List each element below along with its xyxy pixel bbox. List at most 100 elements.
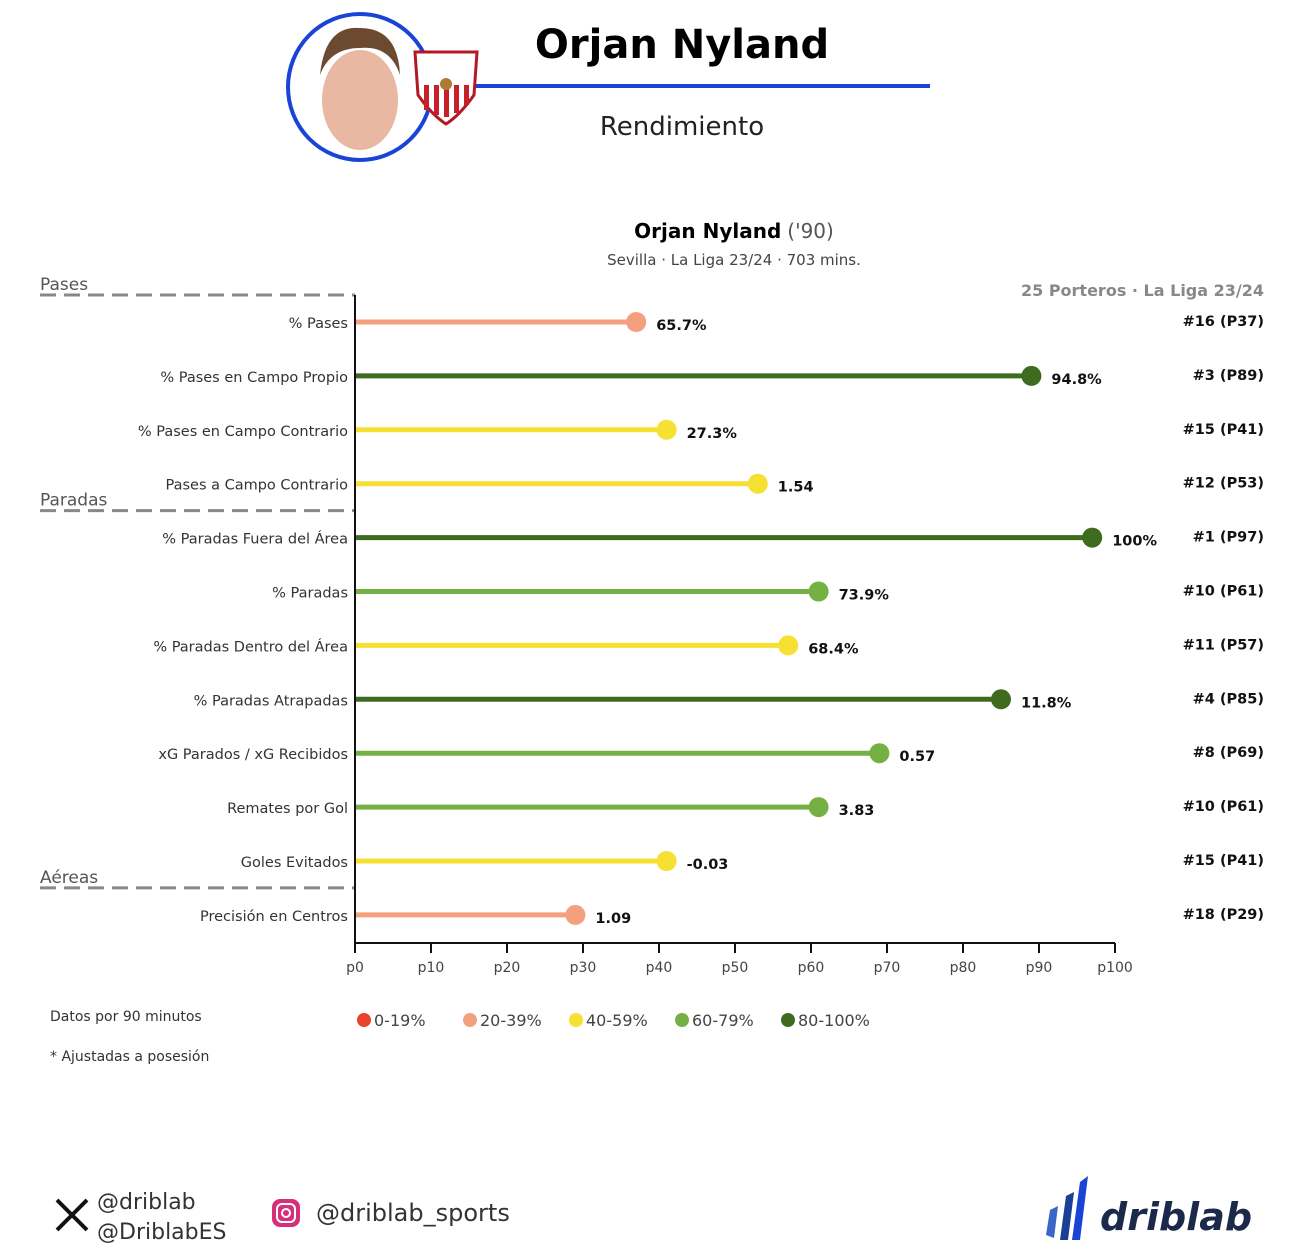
legend-item: 80-100% [781,1011,870,1030]
metric-dot [808,797,829,818]
group-label: Pases [40,275,88,295]
note-per90: Datos por 90 minutos [50,1009,202,1025]
x-axis: p0 p10 p20 p30 p40 p50 p60 p70 p80 p90 p100 [346,295,1133,976]
metric-value: -0.03 [687,857,729,873]
metric-row: % Paradas 73.9% #10 (P61) [272,581,1264,604]
legend-label: 60-79% [692,1011,754,1030]
x-tick-label: p90 [1026,960,1053,976]
metric-label: Pases a Campo Contrario [165,478,348,494]
metric-row: xG Parados / xG Recibidos 0.57 #8 (P69) [158,743,1264,765]
metric-rank: #4 (P85) [1193,691,1264,707]
metric-rank: #12 (P53) [1183,476,1264,492]
player-photo [286,12,434,162]
x-tick-label: p100 [1097,960,1133,976]
legend-label: 40-59% [586,1011,648,1030]
metric-label: % Paradas Atrapadas [194,693,348,709]
metric-row: % Pases 65.7% #16 (P37) [289,312,1264,334]
metric-label: % Paradas [272,586,348,602]
note-adjusted: * Ajustadas a posesión [50,1049,209,1065]
legend-item: 0-19% [357,1011,426,1030]
metric-rank: #15 (P41) [1183,853,1264,869]
legend-item: 20-39% [463,1011,542,1030]
metric-dot [869,743,890,764]
chart-title-suffix: ('90) [787,219,834,243]
metric-label: % Paradas Fuera del Área [162,531,348,548]
metric-value: 3.83 [839,803,875,819]
comparison-label: 25 Porteros · La Liga 23/24 [1021,281,1264,300]
metric-value: 68.4% [808,641,859,657]
metric-dot [1021,365,1042,386]
metric-value: 0.57 [899,749,935,765]
legend-swatch [357,1013,371,1027]
metric-row: % Pases en Campo Propio 94.8% #3 (P89) [160,365,1264,388]
metric-value: 1.54 [778,480,814,496]
x-tick-label: p50 [722,960,749,976]
x-handle-2[interactable]: @DriblabES [97,1220,227,1245]
metric-label: Precisión en Centros [200,909,348,925]
metric-value: 94.8% [1051,372,1102,388]
x-tick-label: p70 [874,960,901,976]
metric-rank: #8 (P69) [1193,745,1264,761]
metric-dot [1082,527,1103,548]
metric-dot [991,689,1011,710]
metric-dot [778,635,799,656]
x-tick-label: p30 [570,960,597,976]
metric-label: % Pases en Campo Contrario [138,424,348,440]
metric-row: % Paradas Dentro del Área 68.4% #11 (P57) [153,635,1264,657]
legend-swatch [781,1013,795,1027]
metric-rank: #16 (P37) [1183,314,1264,330]
metric-value: 11.8% [1021,695,1072,711]
metric-dot [656,851,677,871]
metric-dot [626,312,647,332]
metric-row: Remates por Gol 3.83 #10 (P61) [227,797,1264,819]
footer: @driblab @DriblabES @driblab_sports drib… [55,1176,1252,1245]
metric-dot [747,473,768,494]
metric-value: 65.7% [656,318,707,334]
metric-row: Goles Evitados -0.03 #15 (P41) [241,851,1264,873]
brand-wordmark: driblab [1100,1195,1252,1239]
legend-label: 80-100% [798,1011,870,1030]
metric-label: Remates por Gol [227,801,348,817]
header-subtitle: Rendimiento [600,112,764,142]
metric-dot [565,904,586,925]
legend-label: 0-19% [374,1011,426,1030]
metric-value: 73.9% [839,588,890,604]
x-logo-icon [55,1198,89,1232]
group-label: Paradas [40,491,108,511]
club-crest-icon [413,50,479,126]
legend-item: 40-59% [569,1011,648,1030]
player-name: Orjan Nyland [535,22,829,68]
header: Orjan Nyland Rendimiento [286,12,930,162]
chart-subtitle: Sevilla · La Liga 23/24 · 703 mins. [607,251,861,269]
chart-title-name: Orjan Nyland [634,219,781,243]
metric-row: Precisión en Centros 1.09 #18 (P29) [200,904,1264,927]
metric-value: 27.3% [687,426,738,442]
metric-groups: Pases Paradas Aéreas [40,275,355,890]
group-label: Aéreas [40,868,98,888]
metric-row: % Pases en Campo Contrario 27.3% #15 (P41) [138,419,1264,442]
metric-rank: #18 (P29) [1183,907,1264,923]
driblab-logo-icon [1046,1176,1088,1240]
legend-item: 60-79% [675,1011,754,1030]
legend-swatch [569,1013,583,1027]
metric-rank: #15 (P41) [1183,422,1264,438]
metric-row: Pases a Campo Contrario 1.54 #12 (P53) [165,473,1264,496]
x-tick-label: p40 [646,960,673,976]
x-handle-1[interactable]: @driblab [97,1190,196,1215]
x-tick-label: p10 [418,960,445,976]
metric-label: xG Parados / xG Recibidos [158,747,348,763]
instagram-icon [272,1199,300,1227]
instagram-handle[interactable]: @driblab_sports [316,1199,510,1227]
metric-value: 1.09 [595,911,631,927]
metric-label: Goles Evitados [241,855,348,871]
chart-title: Orjan Nyland ('90) [634,219,834,243]
metric-rank: #1 (P97) [1193,530,1264,546]
legend-swatch [463,1013,477,1027]
x-tick-label: p60 [798,960,825,976]
metric-rows: % Pases 65.7% #16 (P37) % Pases en Campo Pr… [138,312,1264,927]
metric-rank: #3 (P89) [1193,368,1264,384]
metric-rank: #10 (P61) [1183,799,1264,815]
x-tick-label: p80 [950,960,977,976]
